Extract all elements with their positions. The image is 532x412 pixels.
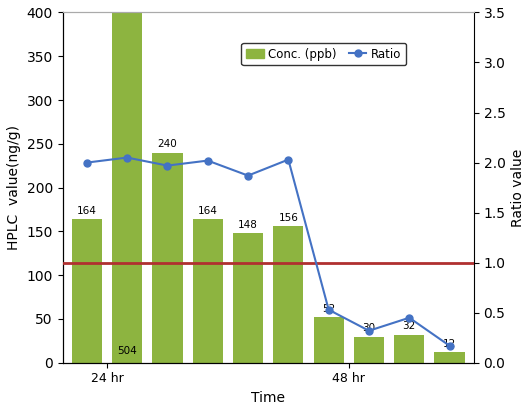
Text: 12: 12 <box>443 339 456 349</box>
Bar <box>72 219 102 363</box>
Text: 164: 164 <box>77 206 97 215</box>
Bar <box>313 317 344 363</box>
Bar <box>152 152 182 363</box>
Text: 32: 32 <box>403 321 416 331</box>
Text: 164: 164 <box>198 206 218 215</box>
Legend: Conc. (ppb), Ratio: Conc. (ppb), Ratio <box>241 43 406 66</box>
Bar <box>273 226 303 363</box>
Y-axis label: HPLC  value(ng/g): HPLC value(ng/g) <box>7 125 21 250</box>
Bar <box>233 233 263 363</box>
Text: 148: 148 <box>238 220 258 229</box>
Bar <box>354 337 384 363</box>
Text: 52: 52 <box>322 304 335 314</box>
Text: 504: 504 <box>117 346 137 356</box>
Text: 240: 240 <box>157 139 177 149</box>
Bar <box>435 352 465 363</box>
Bar <box>394 335 425 363</box>
X-axis label: Time: Time <box>251 391 285 405</box>
Text: 156: 156 <box>278 213 298 222</box>
Bar <box>112 12 142 363</box>
Text: 30: 30 <box>362 323 376 333</box>
Bar <box>193 219 223 363</box>
Y-axis label: Ratio value: Ratio value <box>511 148 525 227</box>
